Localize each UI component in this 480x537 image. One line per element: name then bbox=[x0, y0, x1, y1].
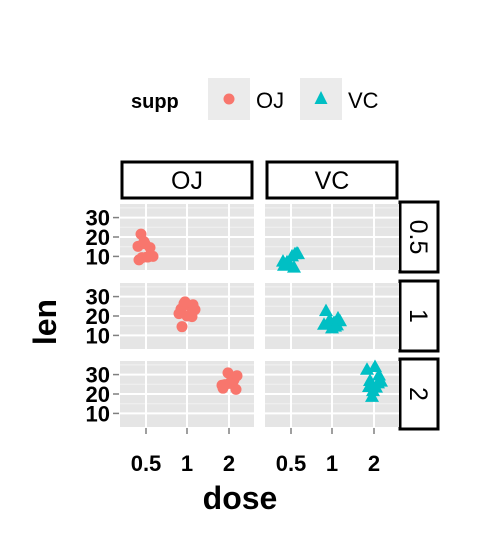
y-tick-label: 10 bbox=[86, 401, 110, 426]
column-strip-label: OJ bbox=[171, 167, 203, 195]
data-point bbox=[291, 246, 305, 260]
data-point bbox=[280, 254, 294, 268]
data-point bbox=[179, 296, 191, 308]
data-point bbox=[369, 380, 383, 393]
x-tick-label: 0.5 bbox=[276, 451, 307, 476]
column-strip bbox=[265, 160, 399, 200]
row-strip bbox=[398, 200, 440, 274]
row-strip-label: 2 bbox=[404, 387, 432, 401]
row-strip bbox=[398, 357, 440, 431]
y-tick-label: 20 bbox=[86, 304, 110, 329]
data-point bbox=[139, 238, 151, 250]
data-point bbox=[217, 382, 229, 394]
data-point bbox=[360, 362, 374, 375]
y-tick-label: 30 bbox=[86, 285, 110, 310]
facet-strips: OJ VC 0.5 1 2 bbox=[120, 160, 440, 431]
x-tick-label: 1 bbox=[181, 451, 193, 476]
data-point bbox=[331, 310, 345, 324]
data-point bbox=[363, 373, 377, 386]
y-tick-label: 20 bbox=[86, 382, 110, 407]
column-strip-label: VC bbox=[315, 167, 350, 195]
row-strip bbox=[398, 279, 440, 353]
row-strip-label: 1 bbox=[404, 309, 432, 323]
x-tick-label: 1 bbox=[326, 451, 338, 476]
x-tick-label: 2 bbox=[223, 451, 235, 476]
data-point bbox=[319, 303, 333, 317]
series-vc bbox=[276, 246, 388, 402]
x-tick-label: 2 bbox=[368, 451, 380, 476]
y-axis-title: len bbox=[27, 299, 63, 345]
data-point bbox=[372, 368, 386, 381]
row-strip-label: 0.5 bbox=[404, 220, 432, 255]
legend: supp OJ VC bbox=[131, 78, 379, 120]
legend-label-vc: VC bbox=[348, 88, 379, 113]
legend-circle-icon bbox=[223, 93, 235, 105]
facet-panels bbox=[120, 204, 399, 427]
x-tick-label: 0.5 bbox=[131, 451, 162, 476]
data-point bbox=[142, 251, 154, 263]
y-tick-label: 30 bbox=[86, 206, 110, 231]
legend-label-oj: OJ bbox=[256, 88, 284, 113]
legend-title: supp bbox=[131, 91, 179, 113]
data-point bbox=[173, 308, 185, 320]
data-point bbox=[231, 370, 243, 382]
data-point bbox=[328, 319, 342, 332]
legend-triangle-icon bbox=[314, 91, 328, 104]
series-oj bbox=[132, 228, 243, 395]
y-tick-label: 30 bbox=[86, 363, 110, 388]
x-axis-title: dose bbox=[203, 480, 278, 516]
y-tick-label: 10 bbox=[86, 244, 110, 269]
column-strip bbox=[120, 160, 254, 200]
y-tick-label: 10 bbox=[86, 323, 110, 348]
data-point bbox=[176, 321, 188, 333]
y-tick-label: 20 bbox=[86, 225, 110, 250]
data-point bbox=[317, 317, 331, 330]
data-point bbox=[368, 359, 382, 373]
